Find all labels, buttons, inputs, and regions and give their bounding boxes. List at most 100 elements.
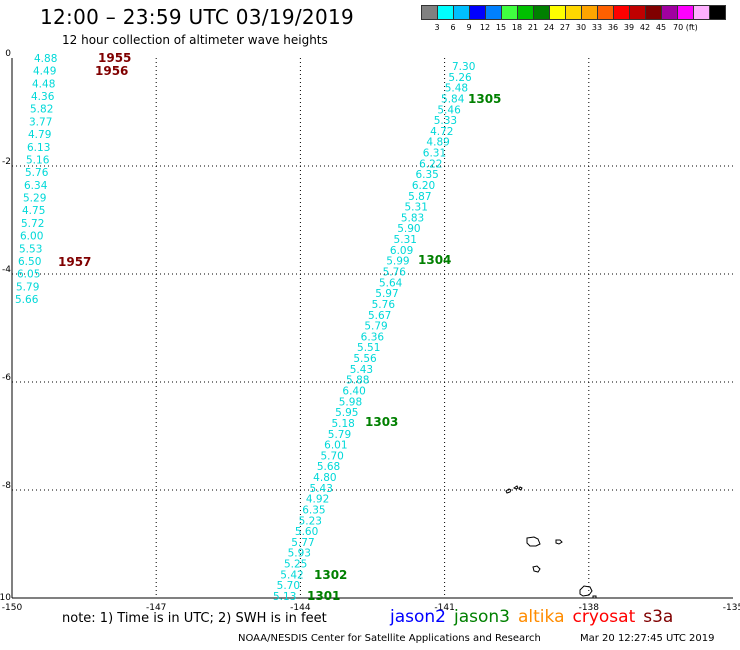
wave-height-value: 5.23 (299, 515, 322, 527)
legend-label: 3 (434, 23, 440, 32)
pass-time-label: 1955 (98, 51, 131, 65)
y-tick-label: -4 (2, 265, 11, 275)
satellite-name: jason3 (454, 607, 510, 627)
legend-swatch (709, 5, 726, 20)
wave-height-value: 4.80 (313, 472, 336, 484)
wave-height-value: 6.09 (390, 245, 413, 257)
wave-height-value: 6.13 (27, 142, 50, 154)
legend-label: 27 (559, 23, 571, 32)
y-tick-label: -6 (2, 373, 11, 383)
island-outline (532, 565, 541, 573)
wave-height-value: 5.64 (379, 277, 403, 289)
wave-height-value: 5.48 (445, 83, 468, 95)
wave-height-value: 5.16 (26, 154, 50, 166)
legend-label: 6 (450, 23, 456, 32)
wave-height-value: 5.70 (277, 580, 300, 592)
wave-height-value: 5.56 (353, 353, 377, 365)
axis-ticks: -150 -147 -144 -141 -138 -135 0 -2 -4 -6 -8 -10 (0, 49, 740, 613)
wave-height-value: 6.05 (17, 269, 40, 281)
legend-label: 36 (607, 23, 619, 32)
wave-height-value: 5.70 (320, 450, 343, 462)
wave-height-value: 5.79 (364, 321, 387, 333)
wave-height-value: 5.76 (383, 267, 407, 279)
units-note: note: 1) Time is in UTC; 2) SWH is in fe… (62, 611, 327, 626)
legend-label: 15 (495, 23, 507, 32)
map-frame (11, 58, 733, 599)
wave-height-value: 5.66 (15, 294, 39, 306)
satellite-name: altika (518, 607, 565, 627)
y-tick-label: -8 (2, 481, 11, 491)
wave-height-value: 4.89 (426, 137, 449, 149)
wave-height-value: 4.36 (31, 91, 55, 103)
legend-label: 21 (527, 23, 539, 32)
y-tick-label: -2 (2, 157, 11, 167)
wave-height-value: 5.76 (25, 167, 49, 179)
generated-timestamp: Mar 20 12:27:45 UTC 2019 (580, 633, 715, 644)
pass-time-label: 1303 (365, 415, 398, 429)
legend-label: 24 (543, 23, 555, 32)
wave-height-value: 6.50 (18, 256, 41, 268)
wave-height-value: 5.31 (394, 234, 417, 246)
wave-height-value: 5.43 (310, 483, 333, 495)
wave-height-value: 6.35 (302, 504, 325, 516)
credit-line: NOAA/NESDIS Center for Satellite Applica… (238, 633, 541, 644)
wave-height-value: 5.51 (357, 342, 380, 354)
x-tick-label: -144 (290, 603, 311, 613)
wave-height-value: 6.00 (20, 231, 43, 243)
wave-height-value: 5.93 (288, 548, 311, 560)
wave-height-value: 5.26 (448, 72, 472, 84)
legend-label: 18 (511, 23, 523, 32)
wave-height-value: 4.48 (32, 78, 55, 90)
wave-height-value: 5.25 (284, 559, 307, 571)
y-tick-label: 0 (5, 49, 11, 59)
y-tick-label: -10 (0, 593, 11, 603)
wave-height-value: 6.35 (415, 169, 438, 181)
wave-height-value: 5.95 (335, 407, 358, 419)
pass-time-label: 1302 (314, 568, 347, 582)
wave-height-value: 6.34 (24, 180, 48, 192)
wave-height-value: 5.99 (386, 256, 409, 268)
wave-height-value: 5.97 (375, 288, 398, 300)
wave-height-value: 4.92 (306, 494, 329, 506)
wave-height-value: 7.30 (452, 61, 475, 73)
pass-time-label: 1304 (418, 253, 451, 267)
wave-height-value: 5.77 (291, 537, 314, 549)
wave-height-value: 4.72 (430, 126, 453, 138)
wave-height-value: 6.01 (324, 440, 347, 452)
wave-height-value: 5.46 (437, 104, 461, 116)
x-tick-label: -141 (434, 603, 454, 613)
wave-height-value: 5.67 (368, 310, 391, 322)
island-outline (505, 488, 512, 494)
wave-height-value: 6.22 (419, 158, 442, 170)
wave-height-value: 5.82 (30, 104, 53, 116)
wave-height-value: 5.76 (372, 299, 396, 311)
satellite-name: s3a (643, 607, 674, 627)
gridlines (12, 58, 733, 598)
wave-height-value: 5.42 (280, 569, 303, 581)
legend-label: 12 (479, 23, 491, 32)
wave-height-value: 4.75 (22, 205, 45, 217)
legend-label: 70 (ft) (673, 23, 698, 32)
wave-height-value: 3.77 (29, 116, 52, 128)
wave-height-value: 6.31 (423, 148, 446, 160)
x-tick-label: -150 (2, 603, 23, 613)
wave-height-value: 5.83 (401, 212, 424, 224)
wave-height-value: 5.31 (405, 202, 428, 214)
wave-height-value: 5.98 (339, 396, 362, 408)
island-outlines (505, 485, 597, 599)
wave-height-value: 5.72 (21, 218, 44, 230)
legend-label: 45 (655, 23, 667, 32)
wave-height-value: 5.43 (350, 364, 373, 376)
wave-height-value: 6.40 (342, 385, 365, 397)
legend-label: 30 (575, 23, 587, 32)
wave-height-value: 5.29 (23, 193, 46, 205)
page-subtitle: 12 hour collection of altimeter wave hei… (62, 33, 328, 47)
pass-time-label: 1301 (307, 589, 340, 603)
legend-label: 33 (591, 23, 603, 32)
wave-height-value: 5.68 (317, 461, 340, 473)
satellite-name: cryosat (572, 607, 636, 627)
pass-time-label: 1956 (95, 64, 128, 78)
wave-height-value: 6.36 (361, 331, 385, 343)
pass-time-label: 1305 (468, 92, 501, 106)
